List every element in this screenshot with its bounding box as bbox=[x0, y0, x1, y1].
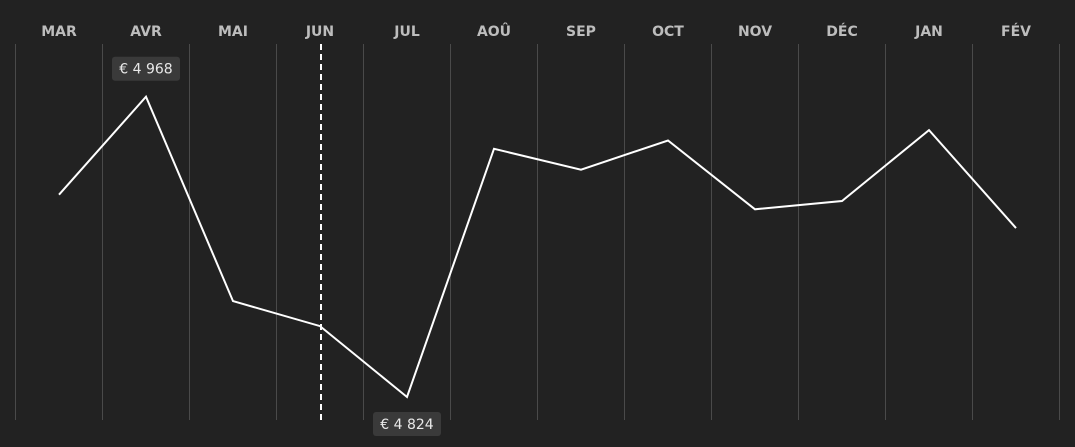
grid bbox=[15, 44, 1060, 420]
tick-label-6: SEP bbox=[566, 24, 596, 40]
tick-label-2: MAI bbox=[218, 24, 248, 40]
series bbox=[58, 94, 1017, 399]
tooltip-box bbox=[373, 411, 441, 436]
tick-label-10: JAN bbox=[914, 24, 943, 40]
annotation-0: € 4 968 bbox=[112, 56, 180, 81]
tick-label-3: JUN bbox=[305, 24, 334, 40]
tick-label-7: OCT bbox=[652, 24, 684, 40]
tick-label-0: MAR bbox=[41, 24, 77, 40]
annotation-1: € 4 824 bbox=[373, 411, 441, 436]
data-label-0: € 4 968 bbox=[119, 62, 172, 78]
tick-label-5: AOÛ bbox=[477, 22, 511, 40]
tick-label-8: NOV bbox=[738, 24, 772, 40]
month-labels: MAR AVR MAI JUN JUL AOÛ SEP OCT NOV DÉC JAN FÉV bbox=[41, 22, 1031, 40]
tooltip-box bbox=[112, 56, 180, 81]
annotations: € 4 968 € 4 824 bbox=[112, 56, 441, 436]
tick-label-1: AVR bbox=[130, 24, 162, 40]
tick-label-11: FÉV bbox=[1001, 23, 1031, 40]
series-line bbox=[58, 94, 1017, 399]
data-label-1: € 4 824 bbox=[380, 417, 434, 433]
tick-label-9: DÉC bbox=[826, 23, 857, 40]
tick-label-4: JUL bbox=[393, 24, 420, 40]
